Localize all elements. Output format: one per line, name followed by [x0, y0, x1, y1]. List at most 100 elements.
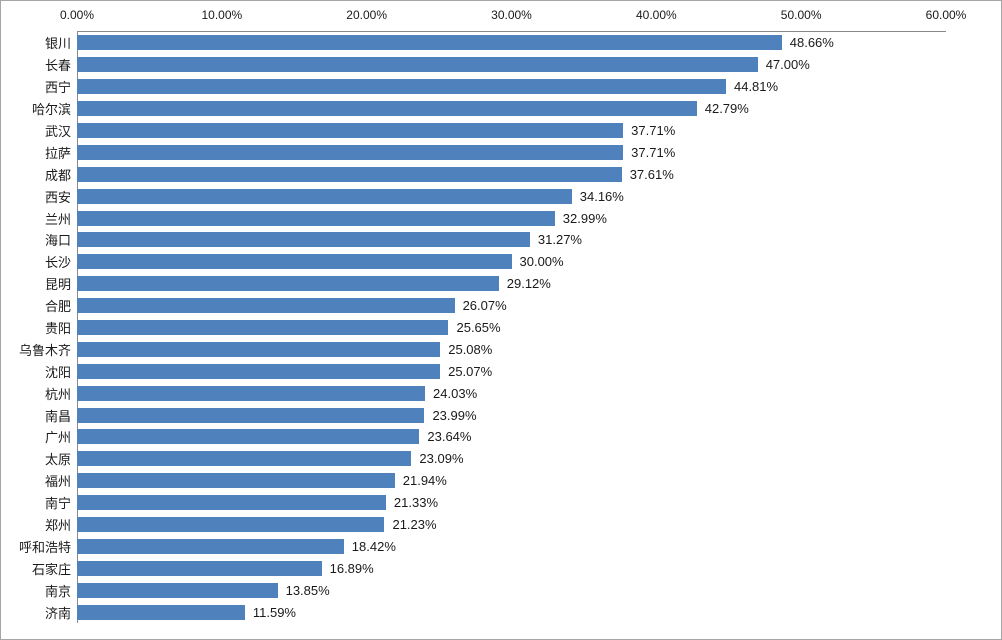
bar — [77, 79, 726, 95]
bar — [77, 429, 420, 445]
bar-row: 昆明 29.12% — [1, 273, 1001, 295]
bar — [77, 407, 425, 423]
bar-row: 福州 21.94% — [1, 470, 1001, 492]
bar — [77, 451, 412, 467]
value-label: 16.89% — [329, 560, 374, 576]
bar — [77, 604, 245, 620]
category-label: 哈尔滨 — [31, 102, 71, 118]
bar — [77, 254, 512, 270]
category-label: 西安 — [44, 189, 71, 205]
category-label: 昆明 — [44, 277, 71, 293]
value-label: 21.23% — [392, 517, 437, 533]
category-label: 福州 — [44, 474, 71, 490]
category-label: 成都 — [44, 167, 71, 183]
bar — [77, 57, 758, 73]
category-label: 呼和浩特 — [18, 539, 71, 555]
bar-row: 杭州 24.03% — [1, 382, 1001, 404]
bar — [77, 188, 572, 204]
value-label: 32.99% — [562, 210, 607, 226]
value-label: 21.94% — [402, 473, 447, 489]
bar-row: 石家庄 16.89% — [1, 557, 1001, 579]
bar-row: 海口 31.27% — [1, 229, 1001, 251]
value-label: 21.33% — [393, 495, 439, 511]
bar-row: 太原 23.09% — [1, 448, 1001, 470]
bar-row: 济南 11.59% — [1, 601, 1001, 623]
bar-row: 南昌 23.99% — [1, 404, 1001, 426]
value-label: 23.09% — [419, 451, 464, 467]
value-label: 48.66% — [789, 35, 834, 51]
x-tick-label: 30.00% — [491, 8, 532, 22]
bar-row: 呼和浩特 18.42% — [1, 535, 1001, 557]
category-label: 西宁 — [44, 80, 71, 96]
bar — [77, 144, 624, 160]
category-label: 杭州 — [44, 386, 71, 402]
bar — [77, 166, 622, 182]
category-label: 南宁 — [44, 496, 71, 512]
x-tick-label: 60.00% — [925, 8, 967, 22]
category-label: 郑州 — [44, 518, 71, 534]
value-label: 42.79% — [704, 101, 749, 117]
bar — [77, 232, 530, 248]
category-label: 贵阳 — [44, 321, 71, 337]
bar-row: 西安 34.16% — [1, 185, 1001, 207]
bar — [77, 123, 624, 138]
bar — [77, 385, 426, 401]
bar-row: 贵阳 25.65% — [1, 317, 1001, 339]
value-label: 11.59% — [252, 604, 296, 620]
value-label: 37.71% — [631, 144, 676, 160]
x-tick-label: 40.00% — [635, 8, 677, 22]
bar — [77, 582, 278, 598]
bar-row: 合肥 26.07% — [1, 295, 1001, 317]
category-label: 南昌 — [44, 408, 71, 424]
category-label: 银川 — [44, 36, 71, 52]
bar — [77, 495, 386, 511]
bar — [77, 35, 782, 51]
category-label: 乌鲁木齐 — [18, 342, 71, 358]
value-label: 13.85% — [285, 582, 330, 598]
category-label: 济南 — [44, 605, 71, 621]
category-label: 拉萨 — [44, 145, 71, 161]
bar-row: 银川 48.66% — [1, 32, 1001, 54]
bar-row: 拉萨 37.71% — [1, 141, 1001, 163]
value-label: 25.07% — [448, 363, 493, 379]
category-label: 合肥 — [44, 299, 71, 315]
value-label: 23.99% — [432, 407, 477, 423]
value-label: 31.27% — [537, 232, 582, 248]
value-label: 26.07% — [462, 298, 507, 314]
bar-row: 南京 13.85% — [1, 579, 1001, 601]
x-tick-label: 0.00% — [59, 8, 95, 22]
value-label: 47.00% — [765, 57, 810, 73]
x-tick-label: 20.00% — [346, 8, 388, 22]
category-label: 太原 — [44, 452, 71, 468]
value-label: 34.16% — [579, 188, 624, 204]
category-label: 海口 — [44, 233, 71, 249]
category-label: 南京 — [44, 583, 71, 599]
category-label: 长春 — [44, 58, 71, 74]
bar — [77, 560, 322, 576]
bar-row: 郑州 21.23% — [1, 514, 1001, 536]
value-label: 25.65% — [456, 320, 501, 336]
category-label: 长沙 — [44, 255, 71, 271]
bar-row: 成都 37.61% — [1, 163, 1001, 185]
bar-row: 沈阳 25.07% — [1, 360, 1001, 382]
bar-row: 兰州 32.99% — [1, 207, 1001, 229]
bar-row: 广州 23.64% — [1, 426, 1001, 448]
bar-row: 西宁 44.81% — [1, 76, 1001, 98]
category-label: 兰州 — [44, 211, 71, 227]
bar-row: 南宁 21.33% — [1, 492, 1001, 514]
value-label: 23.64% — [427, 429, 472, 445]
bar-row: 长春 47.00% — [1, 54, 1001, 76]
bar-row: 武汉 37.71% — [1, 120, 1001, 142]
category-label: 武汉 — [44, 124, 71, 139]
value-label: 37.71% — [631, 123, 676, 138]
bar — [77, 101, 697, 117]
bar-row: 哈尔滨 42.79% — [1, 98, 1001, 120]
bar — [77, 320, 449, 336]
bar — [77, 298, 455, 314]
bar — [77, 473, 395, 489]
bar — [77, 341, 441, 357]
bar-row: 乌鲁木齐 25.08% — [1, 338, 1001, 360]
bar — [77, 517, 385, 533]
x-tick-label: 10.00% — [201, 8, 243, 22]
